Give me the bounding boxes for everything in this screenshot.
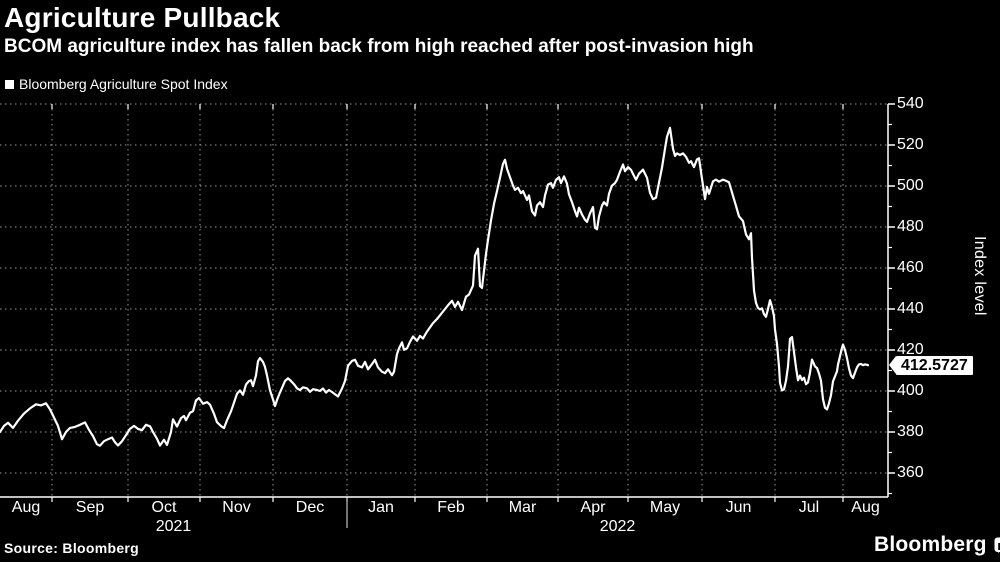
bloomberg-logo: Bloomberg <box>874 533 1000 557</box>
bloomberg-wordmark: Bloomberg <box>874 533 987 556</box>
page-title: Agriculture Pullback <box>4 2 281 33</box>
x-axis-month-label: Jul <box>798 499 820 516</box>
x-axis-month-label: Nov <box>222 499 251 516</box>
y-axis-title: Index level <box>971 236 988 316</box>
y-axis-tick-label: 520 <box>897 136 924 153</box>
y-axis-tick-label: 380 <box>897 423 924 440</box>
legend: Bloomberg Agriculture Spot Index <box>5 76 228 92</box>
x-axis-month-label: Aug <box>11 499 41 516</box>
x-axis-month-label: Feb <box>437 499 465 516</box>
x-axis-month-label: Apr <box>580 499 606 516</box>
y-axis-tick-label: 540 <box>897 95 924 112</box>
x-axis-month-label: Sep <box>75 499 105 516</box>
y-axis-tick-label: 400 <box>897 382 924 399</box>
y-axis-tick-label: 440 <box>897 300 924 317</box>
chart-subtitle: BCOM agriculture index has fallen back f… <box>4 36 754 57</box>
x-axis-month-label: Mar <box>508 499 537 516</box>
last-value-text: 412.5727 <box>901 356 968 374</box>
y-axis-tick-label: 460 <box>897 259 924 276</box>
vertical-gridlines <box>51 104 844 497</box>
last-value-badge: 412.5727 <box>889 355 973 375</box>
x-axis-year-label: 2022 <box>599 518 636 535</box>
y-axis-tick-label: 480 <box>897 218 924 235</box>
legend-swatch-icon <box>5 79 14 89</box>
x-axis-month-label: Oct <box>151 499 177 516</box>
y-axis-ticks <box>888 103 895 495</box>
badge-arrow-icon <box>889 355 896 374</box>
x-axis-month-label: Jan <box>368 499 394 516</box>
index-line <box>0 126 870 447</box>
x-axis-year-label: 2021 <box>155 518 192 535</box>
x-axis-month-label: Dec <box>295 499 325 516</box>
x-axis-month-label: May <box>649 499 681 516</box>
month-ticks <box>51 104 844 502</box>
source-credit: Source: Bloomberg <box>4 540 140 556</box>
y-axis-tick-label: 500 <box>897 177 924 194</box>
x-axis-month-label: Aug <box>851 499 880 516</box>
y-axis-tick-label: 420 <box>897 341 924 358</box>
legend-label: Bloomberg Agriculture Spot Index <box>19 76 228 92</box>
x-axis-month-label: Jun <box>725 499 752 516</box>
bloomberg-chart-bubble-icon <box>994 537 1000 553</box>
horizontal-gridlines <box>0 103 888 474</box>
y-axis-tick-label: 360 <box>897 464 924 481</box>
